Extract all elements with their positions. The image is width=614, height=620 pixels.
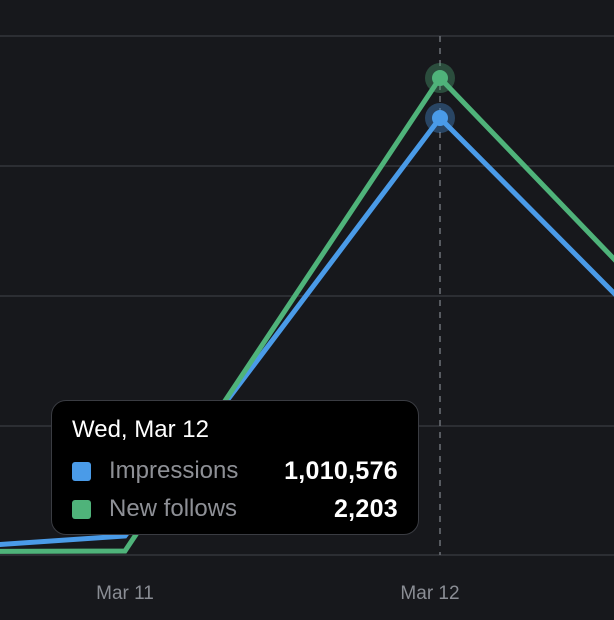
highlight-marker — [432, 70, 448, 86]
tooltip-series-name: Impressions — [109, 457, 239, 484]
tooltip-row-new-follows: New follows 2,203 — [72, 490, 398, 528]
series-line-new-follows — [0, 74, 614, 554]
highlight-marker — [432, 110, 448, 126]
tooltip-series-value: 2,203 — [333, 494, 398, 523]
new-follows-color-swatch — [72, 499, 91, 519]
impressions-color-swatch — [72, 461, 91, 481]
tooltip-date: Wed, Mar 12 — [72, 416, 209, 443]
tooltip-series-value: 1,010,576 — [284, 456, 398, 485]
series-line-impressions — [0, 114, 614, 547]
tooltip-series-name: New follows — [109, 495, 238, 522]
x-tick-label: Mar 12 — [400, 583, 459, 604]
chart-tooltip: Wed, Mar 12 Impressions 1,010,576 New fo… — [51, 400, 419, 535]
tooltip-row-impressions: Impressions 1,010,576 — [72, 452, 398, 490]
x-tick-label: Mar 11 — [96, 583, 154, 604]
